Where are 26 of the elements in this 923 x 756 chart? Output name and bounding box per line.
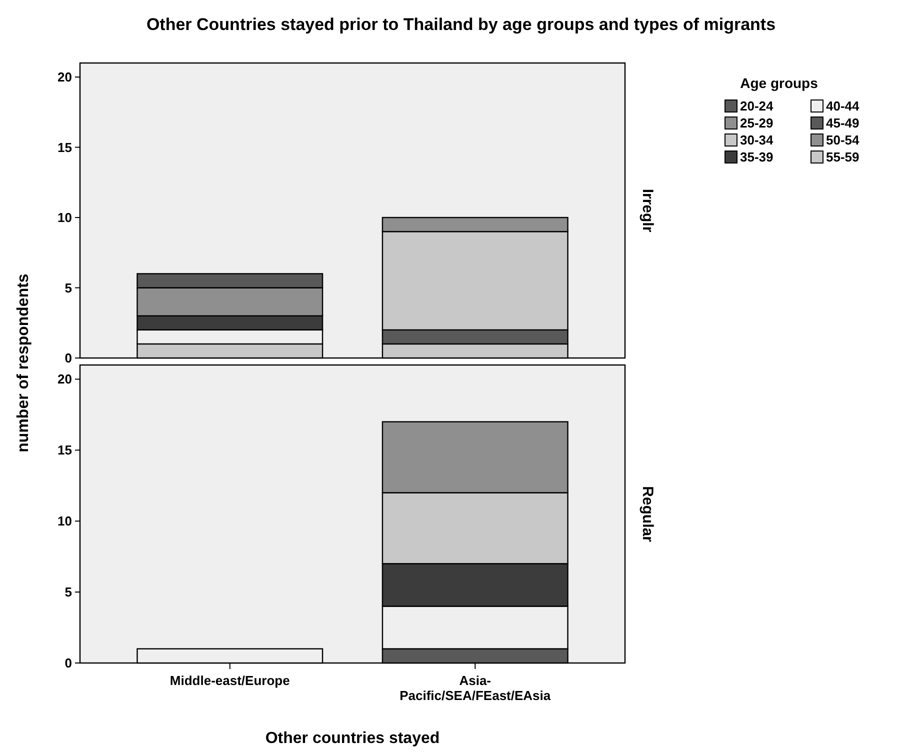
legend-title: Age groups xyxy=(740,75,818,91)
legend-label: 20-24 xyxy=(740,98,774,114)
y2-axis-title: Regular xyxy=(639,486,656,542)
x-tick-label: Middle-east/Europe xyxy=(170,673,290,688)
y-tick-label: 20 xyxy=(58,70,72,85)
y-tick-label: 10 xyxy=(58,210,72,226)
y-tick-label: 20 xyxy=(58,372,72,387)
x-axis-title: Other countries stayed xyxy=(265,730,440,747)
y-tick-label: 0 xyxy=(64,350,72,366)
y-tick-label: 15 xyxy=(58,442,72,458)
chart-title: Other Countries stayed prior to Thailand by age groups and types of migrants xyxy=(146,15,776,34)
legend-label: 45-49 xyxy=(826,116,860,131)
legend-label: 30-34 xyxy=(740,132,774,148)
legend-label: 40-44 xyxy=(826,98,860,114)
legend-label: 55-59 xyxy=(826,150,860,165)
x-tick-label: Asia-Pacific/SEA/FEast/EAsia xyxy=(400,673,552,703)
y-tick-label: 5 xyxy=(64,280,72,296)
y-tick-label: 5 xyxy=(64,584,72,600)
y-tick-label: 15 xyxy=(58,140,72,155)
legend-label: 50-54 xyxy=(826,132,860,148)
y-tick-label: 0 xyxy=(64,656,72,671)
y2-axis-title: Irreglr xyxy=(639,188,656,232)
legend-label: 25-29 xyxy=(740,116,774,131)
y-tick-label: 10 xyxy=(58,514,72,529)
y-axis-title: number of respondents xyxy=(15,274,32,452)
legend-label: 35-39 xyxy=(740,150,774,165)
